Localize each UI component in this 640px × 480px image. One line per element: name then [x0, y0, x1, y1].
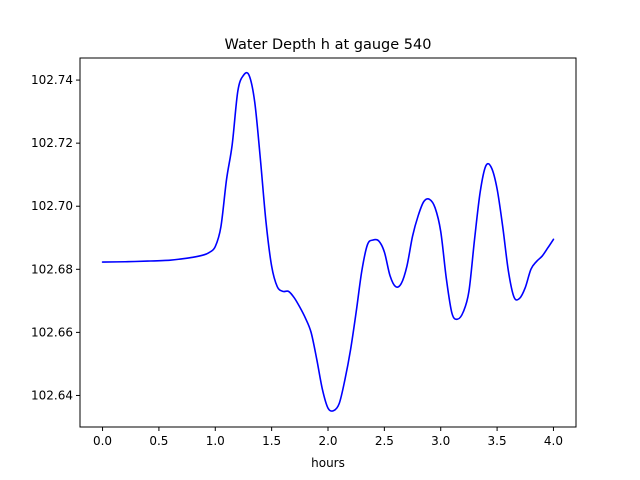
x-tick-label: 1.5 — [262, 434, 281, 448]
series-layer — [101, 71, 555, 412]
y-tick-label: 102.70 — [31, 199, 73, 213]
y-tick-label: 102.74 — [31, 73, 73, 87]
x-tick-label: 3.5 — [488, 434, 507, 448]
x-tick-label: 0.0 — [93, 434, 112, 448]
y-tick-label: 102.66 — [31, 325, 73, 339]
x-tick-label: 3.0 — [431, 434, 450, 448]
y-tick-label: 102.64 — [31, 388, 73, 402]
x-tick-label: 2.0 — [318, 434, 337, 448]
x-tick-label: 2.5 — [375, 434, 394, 448]
x-axis-label: hours — [311, 456, 345, 470]
x-tick-label: 0.5 — [149, 434, 168, 448]
y-tick-label: 102.72 — [31, 136, 73, 150]
chart-title: Water Depth h at gauge 540 — [225, 37, 432, 53]
y-tick-label: 102.68 — [31, 262, 73, 276]
x-tick-label: 1.0 — [206, 434, 225, 448]
x-axis: 0.0 0.5 1.0 1.5 2.0 2.5 3.0 3.5 4.0 — [93, 427, 563, 448]
series-line — [101, 71, 555, 412]
plot-frame — [79, 57, 577, 428]
x-tick-label: 4.0 — [544, 434, 563, 448]
y-axis: 102.64 102.66 102.68 102.70 102.72 102.74 — [31, 73, 80, 402]
